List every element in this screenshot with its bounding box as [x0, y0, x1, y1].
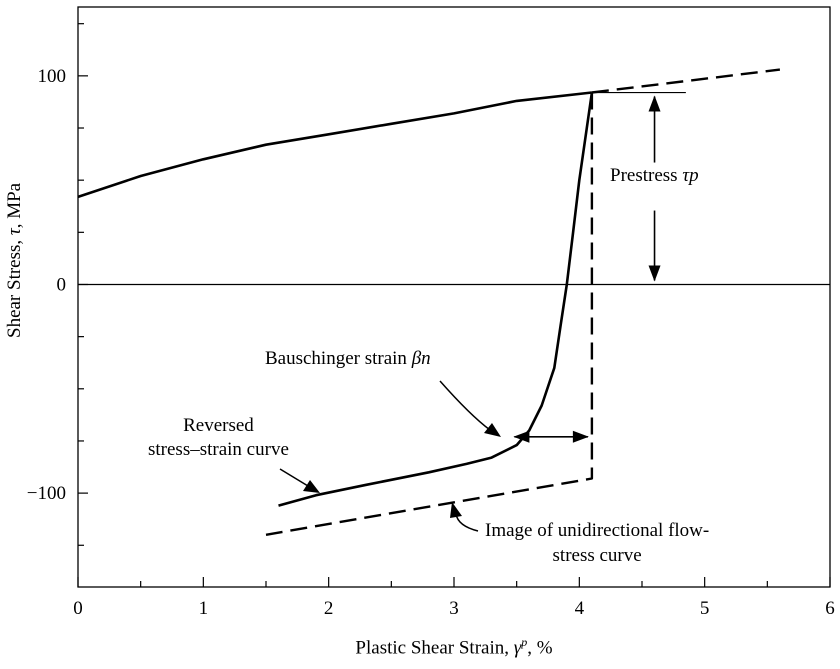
- x-tick-label: 3: [449, 598, 459, 619]
- x-tick-label: 0: [73, 598, 83, 619]
- reversed-leader-arrowhead: [303, 480, 320, 493]
- reversed-curve-label: Reversed stress–strain curve: [148, 414, 289, 462]
- y-axis-label: Shear Stress, τ, MPa: [4, 182, 25, 338]
- series-line-3: [265, 92, 594, 536]
- y-tick-label: 0: [57, 274, 67, 295]
- prestress-label: Prestress τp: [610, 165, 699, 186]
- bauschinger-arrowhead-left: [513, 430, 530, 443]
- x-tick-label: 2: [324, 598, 334, 619]
- reversed-curve-label-line2: stress–strain curve: [148, 439, 289, 460]
- prestress-arrowhead-up: [648, 95, 661, 112]
- x-axis-label: Plastic Shear Strain, γp, %: [355, 635, 553, 659]
- series-group: [77, 68, 781, 536]
- x-tick-label: 4: [575, 598, 585, 619]
- bauschinger-label: Bauschinger strain βn: [265, 348, 431, 369]
- bauschinger-leader-arrowhead: [484, 423, 501, 437]
- bauschinger-leader: [439, 380, 491, 431]
- series-line-2: [278, 92, 594, 507]
- bauschinger-arrowhead-right: [572, 430, 589, 443]
- image-leader: [455, 513, 479, 532]
- y-tick-label: 100: [38, 66, 67, 87]
- reversed-leader: [279, 468, 309, 487]
- series-line-1: [591, 68, 781, 94]
- plot-frame: [77, 6, 831, 588]
- x-tick-label: 5: [700, 598, 710, 619]
- image-leader-arrowhead: [450, 502, 462, 518]
- image-curve-label-line2: stress curve: [552, 545, 642, 566]
- x-tick-label: 1: [199, 598, 209, 619]
- reversed-curve-label-line1: Reversed: [183, 415, 254, 436]
- y-tick-label: −100: [27, 483, 66, 504]
- prestress-arrowhead-down: [648, 265, 661, 282]
- x-axis-ticks: 0 1 2 3 4 5 6: [73, 577, 835, 619]
- image-curve-label: Image of unidirectional flow- stress cur…: [485, 518, 709, 568]
- annotation-lines: [78, 91, 830, 532]
- x-tick-label: 6: [825, 598, 835, 619]
- series-line-0: [77, 91, 593, 199]
- image-curve-label-line1: Image of unidirectional flow-: [485, 520, 710, 541]
